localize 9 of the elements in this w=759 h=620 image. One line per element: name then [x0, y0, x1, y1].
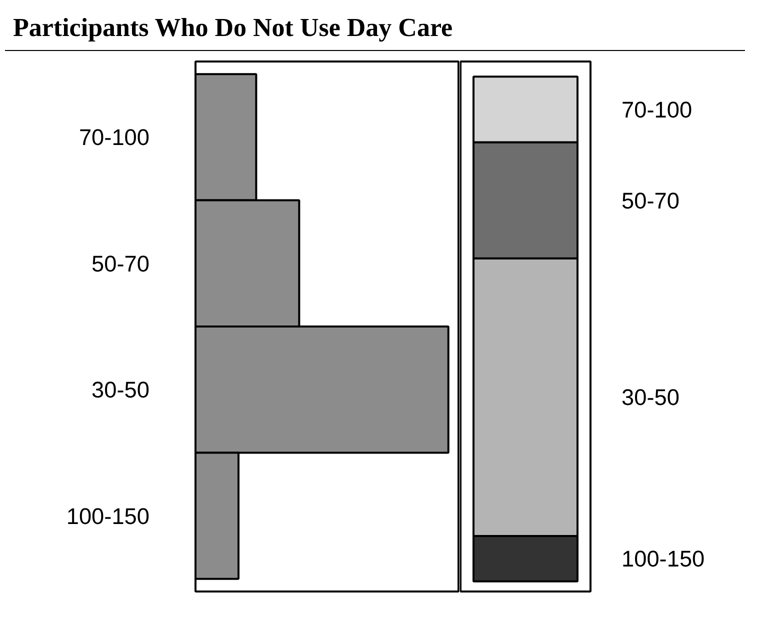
y-tick-label: 70-100: [78, 124, 150, 150]
series-label: 30-50: [622, 384, 680, 410]
series-label: 50-70: [622, 187, 680, 214]
series-label: 70-100: [622, 96, 692, 123]
chart-title: Participants Who Do Not Use Day Care: [13, 12, 453, 44]
y-tick-label: 100-150: [66, 502, 150, 529]
series-label: 100-150: [622, 546, 705, 572]
y-tick-label: 30-50: [92, 376, 150, 403]
y-tick-label: 50-70: [92, 250, 150, 277]
